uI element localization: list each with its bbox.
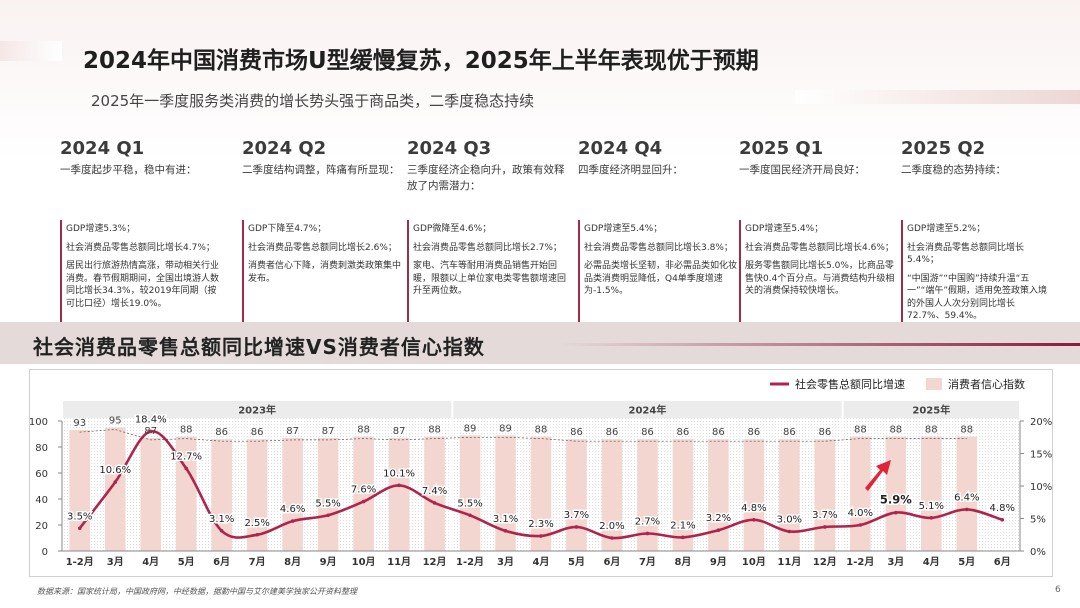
quarter-lead: 一季度国民经济开局良好： [739,164,865,176]
quarter-title: 2024 Q2 [242,138,327,159]
quarter-point: “中国游”“中国购”持续升温“五一”“端午”假期，适用免签政策入境的外国人人次分… [907,273,1047,322]
quarter-column-2025-q1: 2025 Q1 一季度国民经济开局良好： GDP增速至5.4%； 社会消费品零售… [739,138,899,330]
page-subtitle: 2025年一季度服务类消费的增长势头强于商品类，二季度稳态持续 [91,92,535,110]
quarter-point: 社会消费品零售总额同比增长4.6%； [745,242,894,253]
quarter-points: GDP增速至5.4%； 社会消费品零售总额同比增长3.8%； 必需品类增长坚韧，… [578,220,738,330]
quarter-lead: 四季度经济明显回升： [578,164,683,176]
quarter-lead: 三季度经济企稳向升，政策有效释放了内需潜力： [407,164,565,192]
quarter-point: 社会消费品零售总额同比增长4.7%； [66,242,215,253]
chart-heading: 社会消费品零售总额同比增速VS消费者信心指数 [33,335,485,359]
quarter-points: GDP微降至4.6%； 社会消费品零售总额同比增长2.7%； 家电、汽车等耐用消… [407,220,567,330]
quarter-point: GDP增速5.3%； [66,224,136,234]
quarter-column-2024-q3: 2024 Q3 三季度经济企稳向升，政策有效释放了内需潜力： GDP微降至4.6… [407,138,567,330]
header-background [0,0,1080,160]
quarter-point: 社会消费品零售总额同比增长3.8%； [584,242,733,253]
quarter-title: 2024 Q4 [578,138,663,159]
data-source-note: 数据来源：国家统计局，中国政府网，中经数据，据勤中国与艾尔建美学独家公开资料整理 [37,587,357,596]
quarter-point: 居民出行旅游热情高涨，带动相关行业消费。春节假期期间，全国出境游人数同比增长34… [66,261,220,309]
quarter-column-2024-q4: 2024 Q4 四季度经济明显回升： GDP增速至5.4%； 社会消费品零售总额… [578,138,738,330]
quarter-point: GDP增速至5.2%； [907,224,986,234]
quarter-column-2025-q2: 2025 Q2 二季度稳的态势持续： GDP增速至5.2%； 社会消费品零售总额… [901,138,1051,330]
quarter-title: 2025 Q1 [739,138,824,159]
quarter-lead: 二季度结构调整，阵痛有所显现： [242,164,400,176]
quarter-point: 社会消费品零售总额同比增长5.4%； [907,242,1025,266]
quarter-point: 服务零售额同比增长5.0%，比商品零售快0.4个百分点。与消费结构升级相关的消费… [745,261,895,296]
quarter-lead: 二季度稳的态势持续： [901,164,1006,176]
quarter-column-2024-q2: 2024 Q2 二季度结构调整，阵痛有所显现： GDP下降至4.7%； 社会消费… [242,138,402,330]
quarter-lead: 一季度起步平稳，稳中有进： [60,164,197,176]
chart-heading-rule [560,343,1080,346]
quarter-point: 社会消费品零售总额同比增长2.6%； [248,242,397,253]
quarter-point: 家电、汽车等耐用消费品销售开始回暖，限额以上单位家电类零售额增速回升至两位数。 [413,261,567,296]
quarter-title: 2025 Q2 [901,138,986,159]
subtitle-accent-bar [795,90,1080,104]
quarter-title: 2024 Q1 [60,138,145,159]
quarter-point: 社会消费品零售总额同比增长2.7%； [413,242,562,253]
quarter-points: GDP下降至4.7%； 社会消费品零售总额同比增长2.6%； 消费者信心下降，消… [242,220,402,330]
title-accent-bar [0,41,62,61]
quarter-points: GDP增速至5.4%； 社会消费品零售总额同比增长4.6%； 服务零售额同比增长… [739,220,899,330]
page-title: 2024年中国消费市场U型缓慢复苏，2025年上半年表现优于预期 [83,48,759,74]
chart-frame [29,369,1053,577]
quarter-point: GDP微降至4.6%； [413,224,492,234]
quarter-point: GDP增速至5.4%； [745,224,824,234]
quarter-point: GDP下降至4.7%； [248,224,327,234]
quarter-point: 必需品类增长坚韧，非必需品类如化妆品类消费明显降低，Q4单季度增速为-1.5%。 [584,261,738,296]
quarter-title: 2024 Q3 [407,138,492,159]
quarter-points: GDP增速5.3%； 社会消费品零售总额同比增长4.7%； 居民出行旅游热情高涨… [60,220,220,330]
quarter-point: 消费者信心下降，消费刺激类政策集中发布。 [248,261,402,284]
page-number: 6 [1055,585,1061,595]
quarter-points: GDP增速至5.2%； 社会消费品零售总额同比增长5.4%； “中国游”“中国购… [901,220,1051,330]
quarter-column-2024-q1: 2024 Q1 一季度起步平稳，稳中有进： GDP增速5.3%； 社会消费品零售… [60,138,220,330]
quarter-point: GDP增速至5.4%； [584,224,663,234]
